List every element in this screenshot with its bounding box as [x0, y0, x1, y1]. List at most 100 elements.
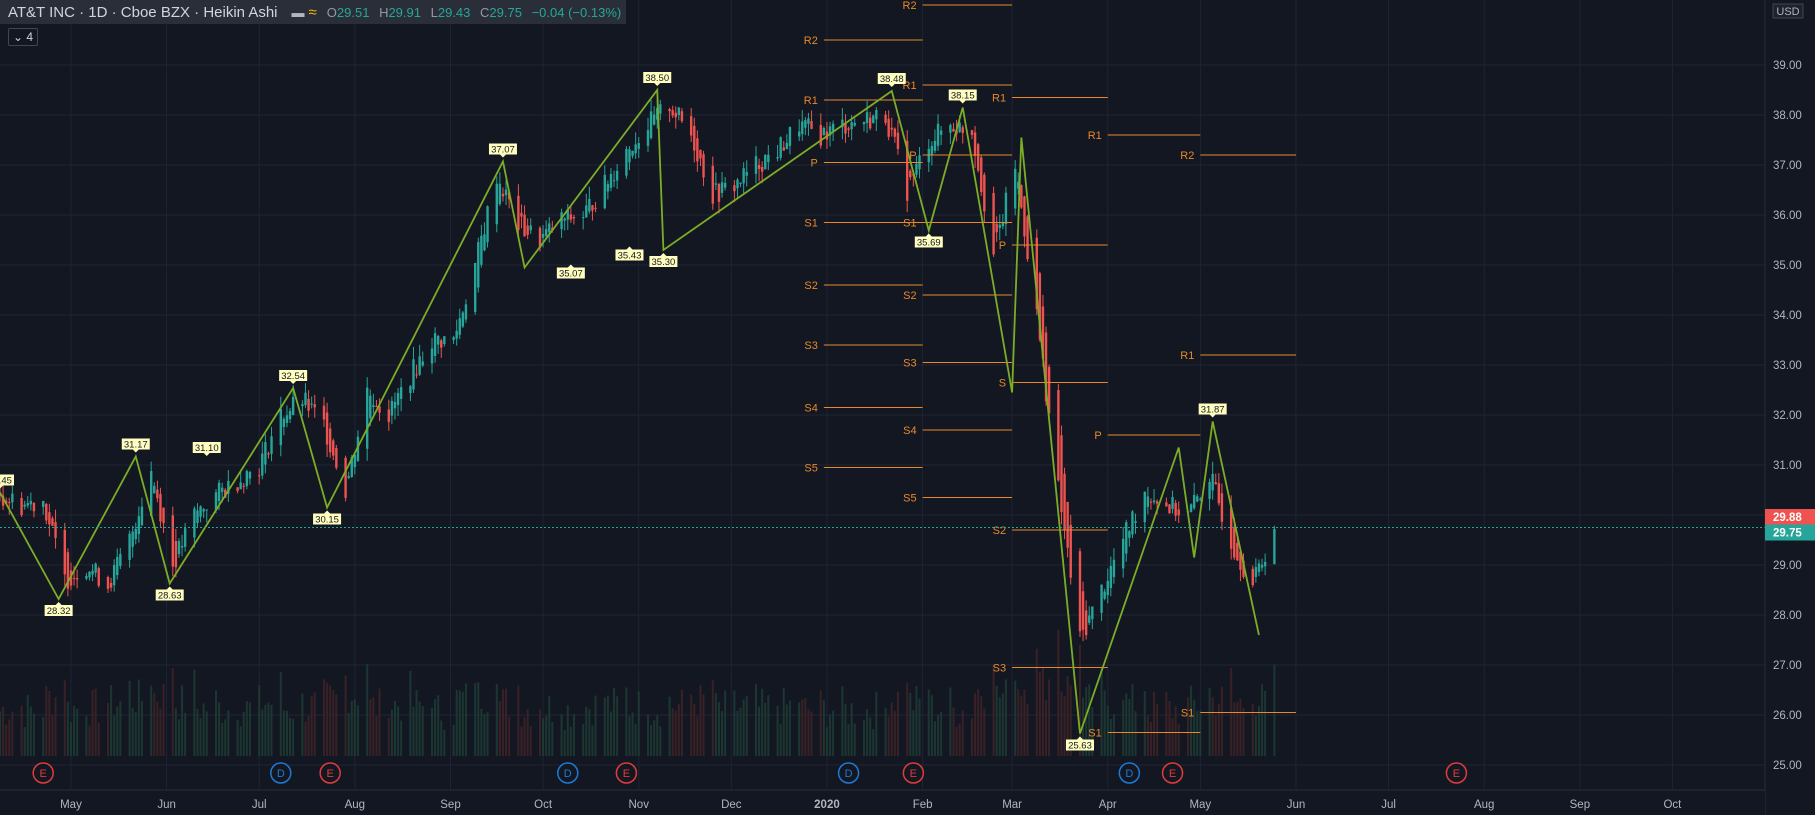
candle-body	[159, 493, 162, 522]
zigzag-label: 28.63	[155, 586, 184, 602]
change-value: −0.04 (−0.13%)	[531, 4, 622, 20]
volume-bar	[656, 715, 659, 756]
candle-body	[409, 386, 412, 394]
candle-body	[785, 142, 789, 150]
candle-body	[976, 144, 980, 171]
candle-body	[764, 154, 767, 170]
volume-bar	[933, 721, 936, 756]
volume-bar	[1128, 698, 1131, 756]
candle-body	[1004, 192, 1008, 225]
volume-bar	[227, 710, 230, 756]
volume-bar	[329, 685, 332, 756]
volume-bar	[1103, 690, 1106, 756]
candle-body	[291, 396, 295, 416]
candle-body	[628, 149, 631, 163]
volume-bar	[1257, 706, 1260, 756]
candle-body	[193, 508, 196, 538]
volume-bar	[97, 722, 100, 756]
candle-body	[831, 123, 835, 131]
indicators-toggle-button[interactable]: ⌄ 4	[8, 28, 38, 46]
event-marker	[32, 762, 54, 784]
candle-body	[1134, 521, 1137, 523]
minus-icon[interactable]: ▬	[291, 4, 305, 20]
candle-body	[970, 130, 974, 135]
pivot-label: S5	[903, 493, 916, 505]
zigzag-label: 35.69	[914, 233, 943, 249]
candle-body	[1084, 610, 1088, 636]
volume-bar	[387, 717, 390, 756]
candle-body	[958, 122, 961, 133]
candle-body	[896, 132, 900, 149]
candle-body	[461, 312, 465, 327]
candle-body	[819, 124, 822, 146]
pivot-label: S1	[804, 218, 817, 230]
candle-body	[754, 156, 758, 174]
compare-wave-icon[interactable]: ≈	[308, 3, 317, 21]
volume-bar	[690, 694, 693, 756]
volume-bar	[1168, 700, 1171, 756]
volume-bar	[20, 705, 23, 756]
candle-body	[443, 336, 446, 344]
symbol-header[interactable]: AT&T INC · 1D · Cboe BZX · Heikin Ashi ▬…	[0, 0, 626, 24]
zigzag-label: 25.63	[1065, 736, 1094, 752]
candle-body	[1165, 502, 1168, 507]
volume-bar	[372, 697, 375, 756]
volume-bar	[588, 709, 591, 756]
volume-bar	[884, 707, 887, 756]
candle-body	[548, 223, 551, 233]
candle-body	[477, 242, 480, 288]
candle-body	[473, 262, 477, 312]
candle-body	[797, 131, 801, 137]
volume-bar	[918, 698, 921, 756]
zigzag-label-box	[948, 89, 977, 101]
volume-bar	[545, 715, 548, 756]
candle-body	[8, 502, 11, 504]
price-axis: 25.0026.0027.0028.0029.0030.0031.0032.00…	[1764, 0, 1815, 815]
candle-body	[1168, 504, 1171, 514]
volume-bar	[563, 730, 566, 756]
volume-bar	[1085, 686, 1088, 756]
candle-body	[1242, 560, 1245, 577]
event-marker-label: E	[1169, 768, 1176, 780]
volume-bar	[480, 708, 483, 756]
volume-bar	[937, 714, 940, 756]
volume-bar	[850, 703, 853, 756]
volume-bar	[782, 687, 785, 756]
volume-bar	[1112, 714, 1115, 756]
pivot-label: R2	[804, 35, 818, 47]
zigzag-line	[0, 87, 1260, 734]
candle-body	[1152, 500, 1156, 503]
candle-body	[1239, 551, 1242, 570]
volume-bar	[242, 711, 245, 756]
zigzag-label-pointer	[1209, 414, 1216, 418]
candle-body	[538, 227, 542, 248]
candle-body	[236, 487, 239, 492]
candle-body	[649, 111, 653, 139]
volume-bar	[875, 691, 878, 756]
candle-body	[224, 489, 227, 498]
currency-label: USD	[1772, 3, 1804, 19]
time-tick-label: May	[60, 799, 82, 811]
volume-bar	[862, 720, 865, 756]
zigzag-label-text: 38.48	[880, 74, 904, 85]
candle-body	[421, 361, 424, 366]
candle-body	[1260, 564, 1264, 568]
volume-bar	[1236, 702, 1239, 756]
pivot-label: S1	[1088, 728, 1101, 740]
candle-body	[1063, 473, 1066, 531]
zigzag-label-box	[0, 474, 14, 486]
candle-body	[1229, 507, 1233, 549]
candle-body	[41, 500, 45, 507]
volume-bar	[764, 703, 767, 756]
candle-body	[365, 387, 369, 449]
volume-bar	[909, 692, 912, 756]
volume-bar	[106, 702, 109, 756]
volume-bar	[304, 721, 307, 756]
volume-bar	[847, 723, 850, 756]
candle-body	[566, 209, 569, 220]
time-axis: May Jun Jul Aug Sep Oct Nov Dec 2020 Feb Mar Apr May…	[0, 789, 1765, 815]
event-marker-label: D	[564, 768, 572, 780]
candle-body	[131, 531, 134, 547]
volume-bar	[1208, 688, 1211, 756]
